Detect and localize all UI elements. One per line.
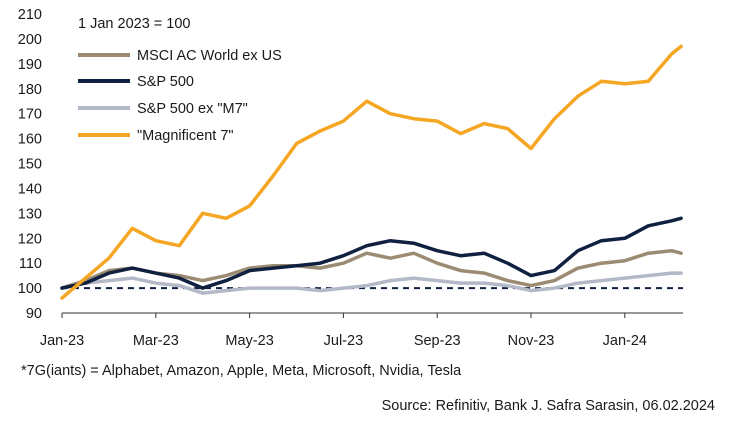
y-tick-label: 120 xyxy=(18,231,42,247)
y-tick-label: 180 xyxy=(18,82,42,98)
y-tick-label: 210 xyxy=(18,7,42,23)
y-tick-label: 130 xyxy=(18,206,42,222)
legend-label: MSCI AC World ex US xyxy=(137,48,282,64)
x-tick-label: Nov-23 xyxy=(508,333,555,349)
y-tick-label: 150 xyxy=(18,157,42,173)
x-tick-label: May-23 xyxy=(225,333,273,349)
series-lines xyxy=(60,44,683,300)
y-tick-label: 200 xyxy=(18,32,42,48)
y-tick-label: 190 xyxy=(18,57,42,73)
series-line xyxy=(60,271,683,295)
legend-label: "Magnificent 7" xyxy=(137,128,234,144)
legend-label: S&P 500 ex "M7" xyxy=(137,101,248,117)
series-line xyxy=(60,216,683,290)
x-tick-label: Jul-23 xyxy=(324,333,364,349)
chart-subtitle: 1 Jan 2023 = 100 xyxy=(78,16,190,32)
legend-label: S&P 500 xyxy=(137,74,194,90)
y-tick-label: 90 xyxy=(26,306,42,322)
y-tick-label: 160 xyxy=(18,132,42,148)
source-note: Source: Refinitiv, Bank J. Safra Sarasin… xyxy=(381,398,715,414)
y-axis-ticks: 90 100 110 120 130 140 150 160 170 180 190 200 210 xyxy=(18,7,42,322)
x-axis-ticks: Jan-23 Mar-23 May-23 Jul-23 Sep-23 Nov-23 Jan-… xyxy=(40,313,647,349)
y-tick-label: 100 xyxy=(18,281,42,297)
x-tick-label: Mar-23 xyxy=(133,333,179,349)
x-tick-label: Sep-23 xyxy=(414,333,461,349)
y-tick-label: 170 xyxy=(18,107,42,123)
series-line xyxy=(60,44,683,300)
legend: MSCI AC World ex US S&P 500 S&P 500 ex "M7… xyxy=(78,48,282,144)
footnote-definition: *7G(iants) = Alphabet, Amazon, Apple, Me… xyxy=(21,363,462,379)
y-tick-label: 140 xyxy=(18,181,42,197)
x-tick-label: Jan-24 xyxy=(603,333,647,349)
y-tick-label: 110 xyxy=(19,256,42,272)
x-tick-label: Jan-23 xyxy=(40,333,84,349)
